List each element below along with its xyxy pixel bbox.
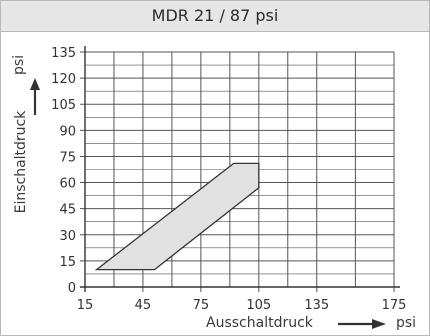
y-tick-label-9: 135: [51, 46, 76, 61]
x-tick-label-2: 75: [193, 298, 210, 313]
chart-title: MDR 21 / 87 psi: [151, 6, 279, 25]
y-axis-label-wrap: Einschaltdruck: [2, 40, 40, 290]
x-tick-label-4: 135: [304, 298, 329, 313]
title-bar: MDR 21 / 87 psi: [1, 1, 429, 32]
x-tick-label-5: 175: [382, 298, 407, 313]
y-axis-arrow-head: [30, 78, 40, 90]
y-tick-label-7: 105: [51, 98, 76, 113]
y-tick-label-8: 120: [51, 72, 76, 87]
y-axis-label: Einschaltdruck: [13, 110, 29, 214]
y-tick-label-0: 0: [68, 281, 76, 296]
y-tick-label-3: 45: [59, 203, 76, 218]
y-tick-label-5: 75: [59, 150, 76, 165]
x-tick-label-0: 15: [77, 298, 94, 313]
y-tick-label-4: 60: [59, 177, 76, 192]
y-tick-label-2: 30: [59, 229, 76, 244]
operating-range-region: [94, 162, 260, 271]
x-tick-label-1: 45: [135, 298, 152, 313]
x-axis-label: Ausschaltdruck: [206, 315, 313, 331]
x-tick-label-3: 105: [246, 298, 271, 313]
x-axis-arrow-head: [372, 319, 386, 329]
y-tick-label-6: 90: [59, 124, 76, 139]
x-axis-unit: psi: [396, 315, 417, 331]
y-tick-label-1: 15: [59, 255, 76, 270]
